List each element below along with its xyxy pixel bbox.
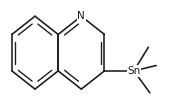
Text: N: N xyxy=(77,11,85,21)
Text: Sn: Sn xyxy=(127,66,140,76)
